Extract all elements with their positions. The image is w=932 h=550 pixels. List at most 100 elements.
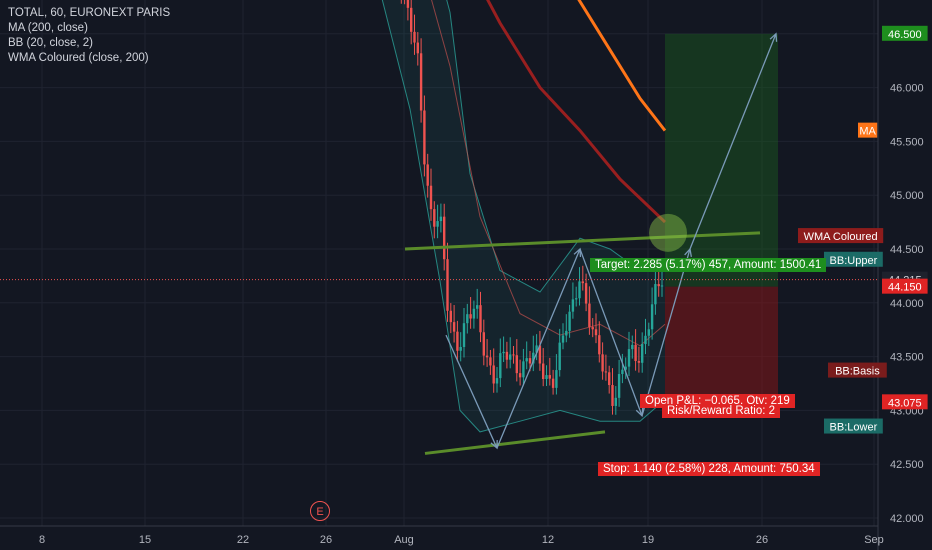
candle-body <box>436 221 439 227</box>
candle-body <box>571 299 575 312</box>
candle-body <box>482 332 485 356</box>
projection-arrow <box>579 248 643 417</box>
candle-body <box>456 331 459 351</box>
candle-body <box>565 330 568 336</box>
candle-body <box>446 259 449 311</box>
candle-body <box>406 0 410 8</box>
candle-body <box>660 285 664 287</box>
candle-body <box>479 305 482 333</box>
indicator-tag-wma: WMA Coloured <box>804 231 878 243</box>
bb-basis-line <box>431 0 666 347</box>
candle-body <box>525 358 528 362</box>
candle-body <box>558 342 561 371</box>
candle-body <box>472 308 476 319</box>
candle-body <box>429 185 433 210</box>
candle-body <box>542 363 545 379</box>
candle-body <box>449 310 452 323</box>
candle-body <box>588 303 591 328</box>
candle-body <box>601 354 604 372</box>
candle-body <box>604 371 608 373</box>
trendline-resistance <box>404 231 761 251</box>
candle-body <box>611 385 614 406</box>
candle-body <box>535 345 538 353</box>
candle-body <box>617 374 621 398</box>
x-tick-label: 22 <box>237 534 249 546</box>
x-tick-label: 8 <box>39 534 45 546</box>
candle-body <box>509 354 512 360</box>
candle-body <box>495 378 499 384</box>
legend-ma: MA (200, close) <box>8 22 88 34</box>
candle-body <box>452 322 456 332</box>
candle-body <box>621 369 624 375</box>
risk-reward-label[interactable]: Risk/Reward Ratio: 2 <box>662 404 781 418</box>
candle-body <box>641 344 644 363</box>
price-tag-stop-bg <box>882 394 928 410</box>
candle-body <box>591 327 594 330</box>
candle-body <box>650 304 654 330</box>
x-tick-label: Sep <box>864 534 884 546</box>
candle-body <box>522 361 525 378</box>
x-tick-label: 26 <box>320 534 332 546</box>
candle-body <box>637 361 641 363</box>
candle-body <box>555 370 558 388</box>
candle-body <box>575 298 578 300</box>
candle-body <box>581 281 584 284</box>
candle-body <box>624 366 627 370</box>
stop-label[interactable]: Stop: 1.140 (2.58%) 228, Amount: 750.34 <box>598 462 820 476</box>
x-tick-label: 15 <box>139 534 151 546</box>
y-tick-label: 44.000 <box>890 298 924 310</box>
candle-body <box>578 281 581 299</box>
candle-body <box>631 344 634 350</box>
candle-body <box>505 351 509 360</box>
projection-arrow <box>641 248 691 416</box>
candle-body <box>459 346 462 351</box>
candle-body <box>518 373 522 378</box>
wma-line <box>486 0 667 224</box>
candle-body <box>469 314 472 319</box>
price-tag-target-bg <box>882 25 928 41</box>
bb-lower-line <box>381 0 666 433</box>
candle-body <box>433 209 436 227</box>
candle-body <box>598 335 601 355</box>
bb-upper-line <box>446 0 666 293</box>
candle-body <box>492 365 495 384</box>
y-tick-label: 42.500 <box>890 459 924 471</box>
earnings-event-marker[interactable]: E <box>310 501 330 521</box>
candle-body <box>584 283 588 304</box>
candle-body <box>627 349 631 367</box>
candle-body <box>462 323 466 347</box>
candle-body <box>413 31 416 43</box>
x-tick-label: 12 <box>542 534 554 546</box>
candle-body <box>499 353 502 379</box>
candle-body <box>561 335 565 343</box>
x-tick-label: 26 <box>756 534 768 546</box>
x-tick-label: 19 <box>642 534 654 546</box>
legend-wma: WMA Coloured (close, 200) <box>8 52 149 64</box>
candle-body <box>538 345 542 364</box>
indicator-tag-bb-basis: BB:Basis <box>835 366 880 378</box>
entry-highlight-circle <box>649 213 687 252</box>
candle-body <box>551 378 555 388</box>
candle-body <box>594 329 598 336</box>
y-tick-label: 43.500 <box>890 352 924 364</box>
indicator-tag-bb-lower: BB:Lower <box>830 422 878 434</box>
candle-body <box>644 335 647 345</box>
indicator-tag-bb-lower-bg <box>824 418 883 434</box>
candle-body <box>485 355 489 358</box>
candle-body <box>528 358 532 364</box>
target-label[interactable]: Target: 2.285 (5.17%) 457, Amount: 1500.… <box>590 258 827 272</box>
candle-body <box>426 164 429 186</box>
candle-body <box>466 314 469 324</box>
chart-legend: TOTAL, 60, EURONEXT PARIS MA (200, close… <box>8 6 170 66</box>
candle-body <box>416 42 419 54</box>
price-tag-entry: 44.150 <box>888 282 922 294</box>
candle-body <box>532 352 535 364</box>
candle-body <box>608 372 611 386</box>
y-tick-label: 44.500 <box>890 244 924 256</box>
stop-zone <box>665 286 778 403</box>
indicator-tag-ma: MA <box>859 126 876 138</box>
trendline-support <box>424 430 606 455</box>
